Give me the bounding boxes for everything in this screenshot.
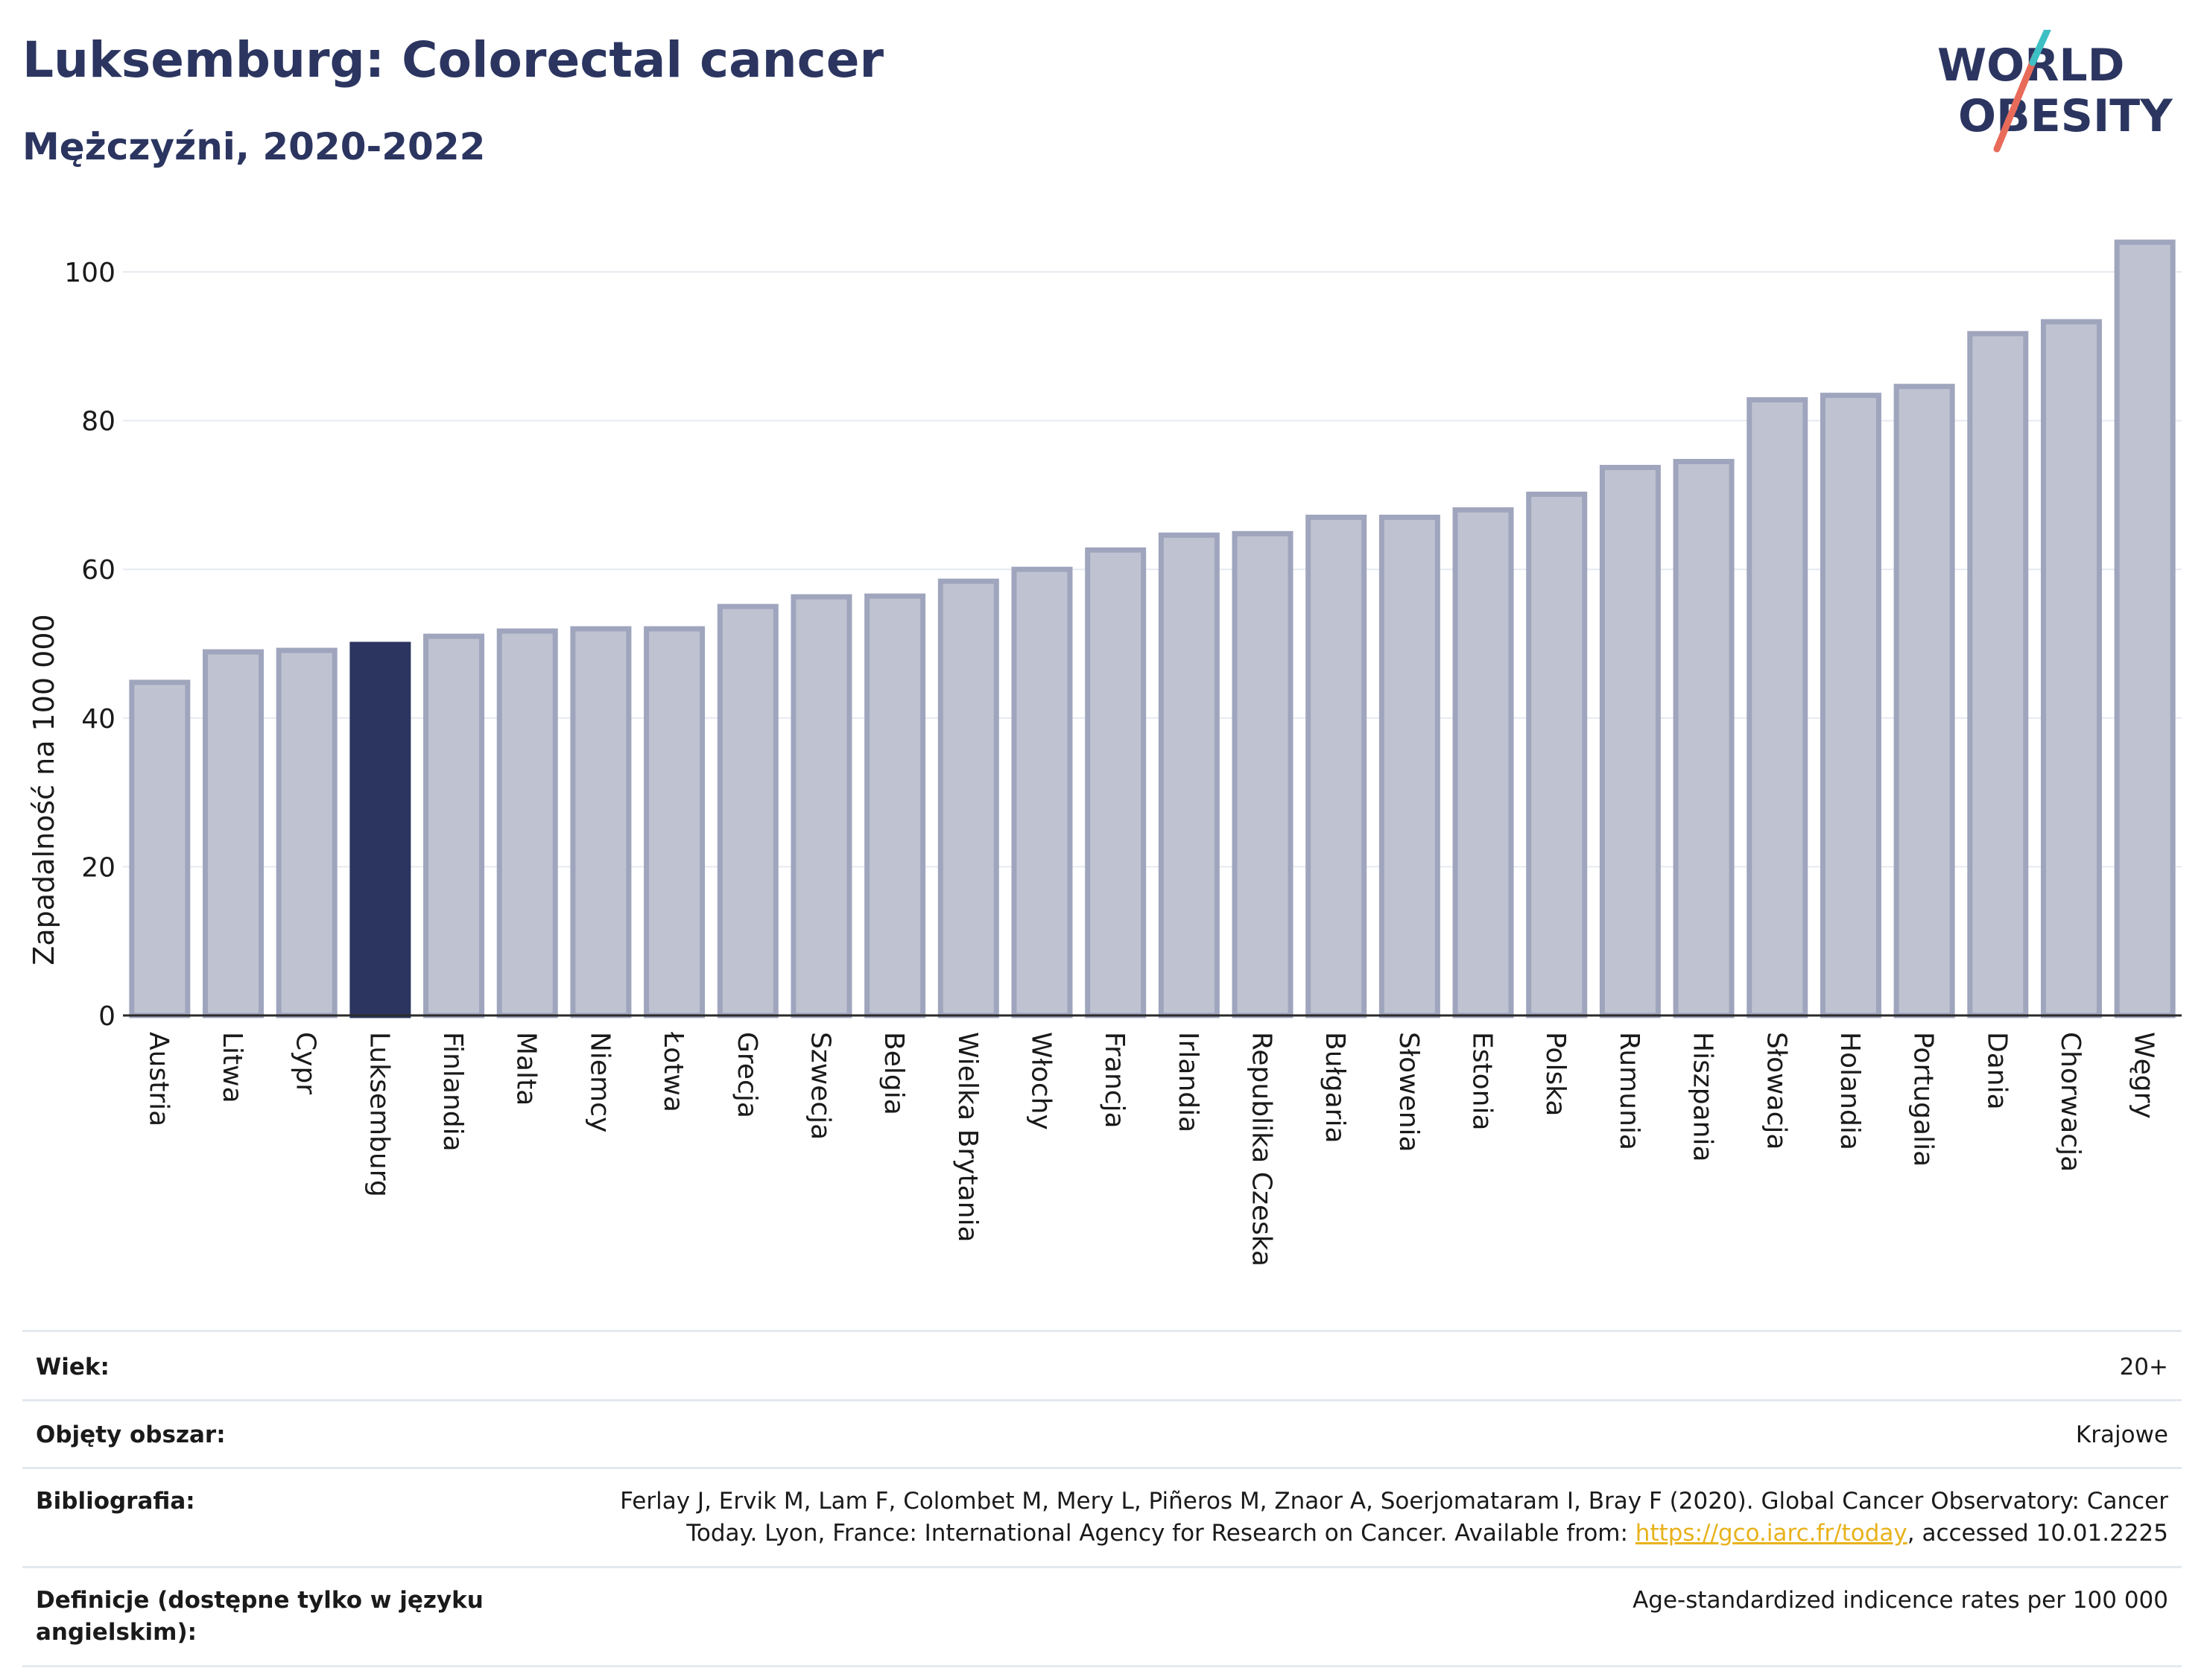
chart-title: Luksemburg: Colorectal cancer (22, 31, 884, 89)
bar-portugalia (1893, 384, 1955, 1018)
x-tick-label: Francja (1099, 1032, 1130, 1129)
bar-hiszpania (1673, 458, 1735, 1018)
bar-belgia (864, 593, 926, 1018)
meta-row-age: Wiek: 20+ (22, 1330, 2182, 1401)
bar-rumunia (1599, 464, 1661, 1018)
y-tick-label: 20 (81, 852, 115, 883)
x-tick-label: Słowacja (1761, 1032, 1791, 1150)
bar-finlandia (423, 633, 485, 1018)
bibliography-link[interactable]: https://gco.iarc.fr/today (1635, 1520, 1907, 1547)
meta-row-area: Objęty obszar: Krajowe (22, 1399, 2182, 1468)
x-tick-label: Węgry (2129, 1032, 2159, 1119)
x-tick-label: Holandia (1834, 1032, 1865, 1150)
bar-holandia (1820, 393, 1881, 1018)
bar-polska (1526, 491, 1588, 1018)
x-tick-label: Litwa (217, 1032, 247, 1103)
bar-francja (1085, 547, 1147, 1018)
bar-republika-czeska (1232, 530, 1293, 1018)
bar-łotwa (644, 626, 706, 1018)
bar-irlandia (1158, 532, 1220, 1018)
metadata-table: Wiek: 20+ Objęty obszar: Krajowe Bibliog… (22, 1330, 2182, 1667)
x-tick-label: Portugalia (1908, 1032, 1939, 1167)
x-tick-label: Włochy (1025, 1032, 1056, 1130)
definitions-value: Age-standardized indicence rates per 100… (511, 1566, 2182, 1667)
bibliography-value: Ferlay J, Ervik M, Lam F, Colombet M, Me… (511, 1467, 2182, 1568)
y-tick-label: 100 (64, 258, 115, 288)
bar-grecja (717, 603, 779, 1018)
x-tick-label: Malta (511, 1032, 542, 1106)
x-tick-label: Chorwacja (2055, 1032, 2086, 1172)
x-tick-label: Wielka Brytania (952, 1032, 983, 1243)
area-value: Krajowe (511, 1399, 2182, 1468)
definitions-label: Definicje (dostępne tylko w języku angie… (22, 1566, 511, 1667)
logo-text-line2: OBESITY (1958, 90, 2173, 142)
x-tick-label: Finlandia (437, 1032, 468, 1152)
bibliography-line2-pre: Today. Lyon, France: International Agenc… (686, 1520, 1635, 1547)
x-tick-label: Austria (143, 1032, 174, 1126)
x-tick-label: Łotwa (658, 1031, 688, 1112)
meta-row-definitions: Definicje (dostępne tylko w języku angie… (22, 1566, 2182, 1667)
bar-austria (129, 679, 191, 1018)
bar-malta (496, 628, 558, 1018)
x-tick-label: Polska (1540, 1032, 1571, 1116)
bar-chart: 0 20 40 60 80 100 Austria Litwa Cypr Luksemburg F… (28, 239, 2182, 1267)
bar-litwa (203, 649, 265, 1018)
bar-węgry (2114, 239, 2176, 1018)
x-tick-label: Estonia (1467, 1032, 1498, 1131)
bar-włochy (1011, 566, 1073, 1018)
area-label: Objęty obszar: (22, 1399, 511, 1468)
bars (129, 239, 2176, 1018)
age-label: Wiek: (22, 1330, 511, 1401)
bar-niemcy (570, 626, 632, 1018)
y-tick-label: 40 (81, 704, 115, 735)
logo-slash-teal (2029, 30, 2051, 66)
bar-słowenia (1378, 514, 1440, 1018)
bar-słowacja (1747, 397, 1808, 1018)
y-axis-ticks: 0 20 40 60 80 100 (64, 258, 115, 1032)
bar-luksemburg (349, 641, 411, 1018)
meta-row-bibliography: Bibliografia: Ferlay J, Ervik M, Lam F, … (22, 1467, 2182, 1568)
x-tick-label: Dania (1981, 1032, 2012, 1110)
bar-bułgaria (1305, 514, 1367, 1018)
bibliography-label: Bibliografia: (22, 1467, 511, 1568)
age-value: 20+ (511, 1330, 2182, 1401)
x-tick-label: Szwecja (805, 1032, 835, 1140)
x-tick-label: Grecja (732, 1032, 762, 1118)
chart-subtitle: Mężczyźni, 2020-2022 (22, 125, 486, 168)
x-tick-label: Słowenia (1393, 1032, 1424, 1153)
x-tick-label: Niemcy (584, 1032, 615, 1132)
y-tick-label: 80 (81, 407, 115, 437)
x-tick-label: Cypr (291, 1032, 321, 1094)
y-tick-label: 60 (81, 555, 115, 586)
y-axis-title: Zapadalność na 100 000 (28, 614, 60, 965)
x-axis-ticks: Austria Litwa Cypr Luksemburg Finlandia Malta… (143, 1031, 2159, 1267)
y-tick-label: 0 (98, 1001, 115, 1032)
bar-estonia (1452, 507, 1514, 1018)
x-tick-label: Hiszpania (1688, 1032, 1718, 1162)
bibliography-line2-post: , accessed 10.01.2225 (1907, 1520, 2168, 1547)
x-tick-label: Rumunia (1614, 1032, 1644, 1150)
bar-szwecja (791, 594, 852, 1018)
logo-slash-red (1993, 51, 2039, 153)
x-tick-label: Luksemburg (364, 1032, 394, 1197)
bar-cypr (276, 647, 338, 1018)
world-obesity-logo: WORLD OBESITY (1937, 30, 2173, 153)
bar-dania (1967, 331, 2029, 1018)
x-tick-label: Republika Czeska (1247, 1032, 1277, 1267)
bar-wielka-brytania (937, 578, 999, 1018)
bibliography-line1: Ferlay J, Ervik M, Lam F, Colombet M, Me… (620, 1488, 2168, 1515)
x-tick-label: Bułgaria (1320, 1032, 1350, 1144)
bar-chorwacja (2040, 319, 2102, 1018)
x-tick-label: Irlandia (1173, 1032, 1203, 1132)
x-tick-label: Belgia (878, 1032, 909, 1115)
